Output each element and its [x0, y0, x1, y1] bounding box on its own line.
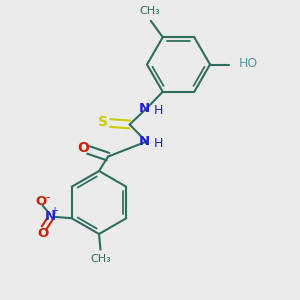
- Text: O: O: [37, 227, 49, 240]
- Text: H: H: [154, 136, 163, 150]
- Text: O: O: [77, 142, 89, 155]
- Text: O: O: [36, 195, 47, 208]
- Text: N: N: [138, 135, 150, 148]
- Text: CH₃: CH₃: [139, 6, 160, 16]
- Text: +: +: [50, 206, 58, 216]
- Text: -: -: [46, 191, 50, 204]
- Text: H: H: [154, 103, 163, 117]
- Text: CH₃: CH₃: [90, 254, 111, 264]
- Text: N: N: [138, 102, 150, 115]
- Text: N: N: [45, 210, 56, 223]
- Text: S: S: [98, 116, 109, 129]
- Text: HO: HO: [238, 57, 258, 70]
